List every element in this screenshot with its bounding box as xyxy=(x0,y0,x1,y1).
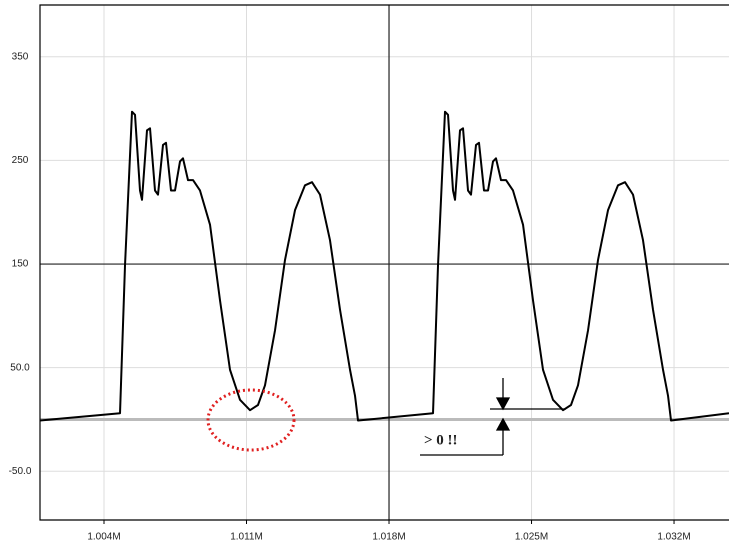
annotation: > 0 !! xyxy=(424,432,458,448)
x-tick-label: 1.025M xyxy=(515,532,548,543)
plot-area: -50.0 50.0 150 250 350 1.004M 1.011M 1.018M 1.02… xyxy=(9,4,729,543)
x-tick-label: 1.018M xyxy=(372,532,405,543)
arrow-head xyxy=(495,397,511,411)
y-tick-label: 250 xyxy=(12,155,29,166)
arrow-head xyxy=(495,417,511,431)
y-tick-label: -50.0 xyxy=(9,466,32,477)
x-tick-label: 1.011M xyxy=(230,532,263,543)
annotation-arrows xyxy=(420,378,566,456)
x-tick-label: 1.032M xyxy=(657,532,690,543)
frame xyxy=(39,4,729,521)
highlight-ellipse xyxy=(206,388,296,452)
y-tick-label: 350 xyxy=(12,51,29,62)
series-line xyxy=(39,110,729,422)
x-tick-label: 1.004M xyxy=(87,532,120,543)
y-tick-label: 150 xyxy=(12,259,29,270)
y-tick-label: 50.0 xyxy=(10,362,30,373)
